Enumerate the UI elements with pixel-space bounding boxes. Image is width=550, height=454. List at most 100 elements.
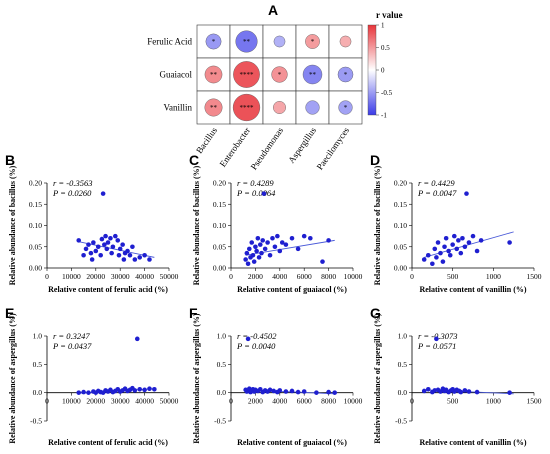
data-point xyxy=(432,246,438,252)
data-point xyxy=(76,390,82,395)
data-point xyxy=(132,257,138,262)
data-point xyxy=(425,252,431,258)
y-tick-label: 0.00 xyxy=(213,264,226,273)
heatmap-col-label: Bacillus xyxy=(194,125,219,155)
data-point xyxy=(254,248,259,254)
heatmap-bubble xyxy=(204,98,223,117)
x-tick-label: 40000 xyxy=(135,272,154,281)
data-point xyxy=(86,390,91,395)
data-point xyxy=(277,248,283,254)
data-point xyxy=(249,240,255,245)
y-axis-label: Relative abundance of bacillus (%) xyxy=(192,165,201,285)
data-point xyxy=(152,386,157,392)
p-value: P = 0.0437 xyxy=(52,341,92,351)
regression-line xyxy=(245,239,335,256)
significance-stars: ** xyxy=(210,71,218,79)
panel-label-B: B xyxy=(5,152,15,168)
panel-label-A: A xyxy=(268,2,278,18)
y-tick-label: 0.15 xyxy=(29,200,42,209)
data-point xyxy=(271,388,277,394)
data-point xyxy=(283,242,289,247)
heatmap-row-label: Ferulic Acid xyxy=(147,37,192,47)
data-point xyxy=(332,390,338,395)
data-point xyxy=(272,244,278,250)
data-point xyxy=(446,248,451,254)
y-tick-label: 1.0 xyxy=(33,332,43,341)
x-tick-label: 4000 xyxy=(272,272,287,281)
x-tick-label: 500 xyxy=(447,272,459,281)
data-point xyxy=(109,250,114,256)
data-point xyxy=(103,233,108,239)
data-point xyxy=(462,244,468,250)
data-point xyxy=(83,246,89,252)
x-axis-label: Relative content of ferulic acid (%) xyxy=(48,285,168,294)
data-point xyxy=(460,235,465,241)
x-tick-label: 1500 xyxy=(527,397,542,406)
data-point xyxy=(466,240,472,245)
significance-stars: * xyxy=(311,38,315,46)
x-tick-label: 0 xyxy=(45,272,49,281)
heatmap-bubble xyxy=(205,33,222,50)
data-point xyxy=(458,250,464,256)
data-point xyxy=(295,246,301,252)
data-point xyxy=(117,246,123,252)
data-point xyxy=(89,257,95,262)
data-point xyxy=(245,261,251,267)
correlation-r: r = -0.3073 xyxy=(418,331,458,341)
x-tick-label: 10000 xyxy=(62,397,81,406)
x-tick-label: 1000 xyxy=(486,397,501,406)
data-point xyxy=(98,252,103,258)
y-tick-label: 0.15 xyxy=(213,200,226,209)
data-point xyxy=(91,240,96,245)
panel-label-E: E xyxy=(5,305,14,321)
data-point xyxy=(256,255,262,260)
data-point xyxy=(134,336,140,342)
y-tick-label: 0.00 xyxy=(29,264,42,273)
data-point xyxy=(260,238,266,243)
y-tick-label: 1.0 xyxy=(217,332,227,341)
data-point xyxy=(100,191,106,196)
data-point xyxy=(267,387,273,393)
data-point xyxy=(507,240,512,245)
data-point xyxy=(314,390,319,395)
data-point xyxy=(289,235,295,241)
y-tick-label: 0.20 xyxy=(29,179,42,188)
x-tick-label: 50000 xyxy=(160,272,179,281)
colorbar-tick-label: 0.5 xyxy=(381,44,390,52)
scatter-panel-B: B 0.00 0.05 0.10 0.15 0.20 0 10000 20000 30000 400… xyxy=(5,152,179,294)
data-point xyxy=(116,252,122,258)
correlation-r: r = 0.3247 xyxy=(53,331,90,341)
p-value: P = 0.0040 xyxy=(236,341,276,351)
data-point xyxy=(474,389,480,395)
y-tick-label: 0.00 xyxy=(394,264,407,273)
heatmap-col-label: Paecilomyces xyxy=(315,125,352,172)
data-point xyxy=(250,252,256,258)
data-point xyxy=(132,388,138,393)
significance-stars: * xyxy=(344,104,348,112)
data-point xyxy=(434,255,439,260)
data-point xyxy=(275,233,280,239)
y-tick-label: -0.5 xyxy=(214,417,226,426)
y-tick-label: 0.10 xyxy=(394,221,407,230)
data-point xyxy=(245,336,251,342)
correlation-r: r = 0.4289 xyxy=(237,178,274,188)
data-point xyxy=(108,235,113,241)
heatmap-bubble xyxy=(273,35,286,48)
data-point xyxy=(435,240,441,245)
y-tick-label: 0.5 xyxy=(33,360,43,369)
y-tick-label: 0.10 xyxy=(213,221,226,230)
data-point xyxy=(262,246,268,252)
data-point xyxy=(247,246,252,252)
data-point xyxy=(301,389,307,394)
x-tick-label: 0 xyxy=(410,397,414,406)
heatmap-bubble xyxy=(302,64,323,85)
scatter-panels: B0.000.050.100.150.200 10000 20000 30000 400… xyxy=(5,152,542,447)
x-tick-label: 20000 xyxy=(86,397,105,406)
data-point xyxy=(430,261,435,267)
y-tick-label: -0.5 xyxy=(395,417,407,426)
p-value: P = 0.0260 xyxy=(52,188,92,198)
regression-line xyxy=(78,241,155,258)
data-point xyxy=(421,257,427,262)
